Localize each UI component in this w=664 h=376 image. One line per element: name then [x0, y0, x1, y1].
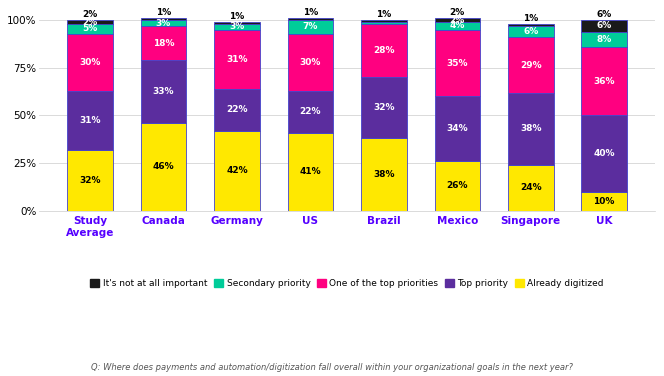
Text: 31%: 31%	[79, 116, 101, 125]
Text: 2%: 2%	[82, 10, 98, 19]
Text: 32%: 32%	[373, 103, 394, 112]
Bar	[434, 161, 480, 211]
Bar	[361, 24, 406, 77]
Bar	[434, 18, 480, 22]
Bar	[508, 24, 554, 26]
Bar	[508, 165, 554, 211]
Bar	[508, 92, 554, 165]
Bar	[582, 115, 627, 192]
Text: 1%: 1%	[229, 12, 244, 21]
Text: 30%: 30%	[79, 58, 101, 67]
Text: 26%: 26%	[446, 181, 468, 190]
Bar	[67, 150, 113, 211]
Bar	[214, 24, 260, 30]
Text: 1%: 1%	[303, 8, 318, 17]
Text: 30%: 30%	[299, 58, 321, 67]
Bar	[67, 91, 113, 150]
Text: 38%: 38%	[373, 170, 394, 179]
Text: 35%: 35%	[446, 59, 468, 68]
Bar	[361, 20, 406, 22]
Bar	[141, 18, 186, 20]
Bar	[67, 33, 113, 91]
Text: 2%: 2%	[450, 16, 465, 25]
Text: 3%: 3%	[229, 23, 244, 32]
Text: 1%: 1%	[376, 10, 392, 19]
Bar	[434, 22, 480, 30]
Bar	[67, 20, 113, 24]
Bar	[361, 22, 406, 24]
Text: 22%: 22%	[226, 105, 248, 114]
Legend: It's not at all important, Secondary priority, One of the top priorities, Top pr: It's not at all important, Secondary pri…	[88, 276, 606, 291]
Bar	[508, 26, 554, 37]
Bar	[141, 123, 186, 211]
Bar	[361, 138, 406, 211]
Bar	[214, 131, 260, 211]
Text: 6%: 6%	[596, 10, 612, 19]
Text: Q: Where does payments and automation/digitization fall overall within your orga: Q: Where does payments and automation/di…	[91, 363, 573, 372]
Text: 3%: 3%	[156, 19, 171, 27]
Text: 18%: 18%	[153, 39, 174, 48]
Text: 36%: 36%	[594, 77, 615, 86]
Bar	[582, 192, 627, 211]
Bar	[288, 91, 333, 133]
Text: 33%: 33%	[153, 87, 174, 96]
Text: 28%: 28%	[373, 46, 394, 55]
Text: 6%: 6%	[596, 21, 612, 30]
Bar	[141, 20, 186, 26]
Bar	[214, 30, 260, 89]
Bar	[141, 26, 186, 60]
Text: 2%: 2%	[82, 18, 98, 27]
Bar	[214, 89, 260, 131]
Text: 38%: 38%	[520, 124, 542, 133]
Bar	[582, 20, 627, 32]
Text: 24%: 24%	[520, 183, 542, 192]
Text: 7%: 7%	[303, 23, 318, 32]
Text: 34%: 34%	[446, 124, 468, 133]
Text: 29%: 29%	[520, 61, 542, 70]
Text: 5%: 5%	[82, 24, 98, 33]
Bar	[508, 37, 554, 92]
Bar	[288, 133, 333, 211]
Bar	[214, 22, 260, 24]
Text: 1%: 1%	[156, 8, 171, 17]
Text: 31%: 31%	[226, 55, 248, 64]
Text: 8%: 8%	[596, 35, 612, 44]
Bar	[582, 47, 627, 115]
Text: 41%: 41%	[299, 167, 321, 176]
Bar	[434, 30, 480, 96]
Bar	[288, 18, 333, 20]
Bar	[582, 32, 627, 47]
Text: 4%: 4%	[450, 21, 465, 30]
Text: 22%: 22%	[299, 107, 321, 116]
Bar	[288, 20, 333, 33]
Text: 10%: 10%	[594, 197, 615, 206]
Text: 6%: 6%	[523, 27, 539, 36]
Text: 42%: 42%	[226, 166, 248, 175]
Text: 32%: 32%	[79, 176, 101, 185]
Bar	[361, 77, 406, 138]
Text: 1%: 1%	[523, 14, 539, 23]
Text: 40%: 40%	[594, 149, 615, 158]
Bar	[67, 24, 113, 33]
Bar	[288, 33, 333, 91]
Bar	[141, 60, 186, 123]
Text: 46%: 46%	[153, 162, 174, 171]
Text: 2%: 2%	[450, 8, 465, 17]
Bar	[434, 96, 480, 161]
